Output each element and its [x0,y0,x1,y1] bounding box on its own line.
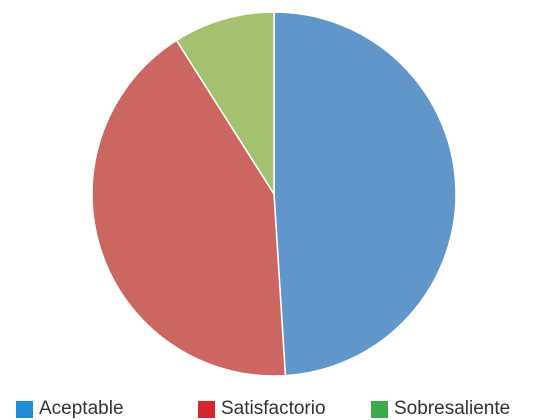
legend-item-aceptable[interactable]: Aceptable [16,398,124,420]
legend: Aceptable Satisfactorio Sobresaliente [0,394,537,420]
legend-swatch-satisfactorio [198,400,215,418]
pie-slice-sobresaliente[interactable] [175,11,275,197]
legend-item-sobresaliente[interactable]: Sobresaliente [371,398,510,420]
legend-label-satisfactorio: Satisfactorio [221,398,326,419]
pie-slice-satisfactorio[interactable] [91,39,287,377]
legend-label-aceptable: Aceptable [39,398,124,419]
pie-chart [91,11,457,377]
legend-item-satisfactorio[interactable]: Satisfactorio [198,398,326,420]
legend-swatch-aceptable [16,400,33,418]
pie-slice-aceptable[interactable] [273,11,457,377]
legend-label-sobresaliente: Sobresaliente [394,398,511,419]
legend-swatch-sobresaliente [371,400,388,418]
